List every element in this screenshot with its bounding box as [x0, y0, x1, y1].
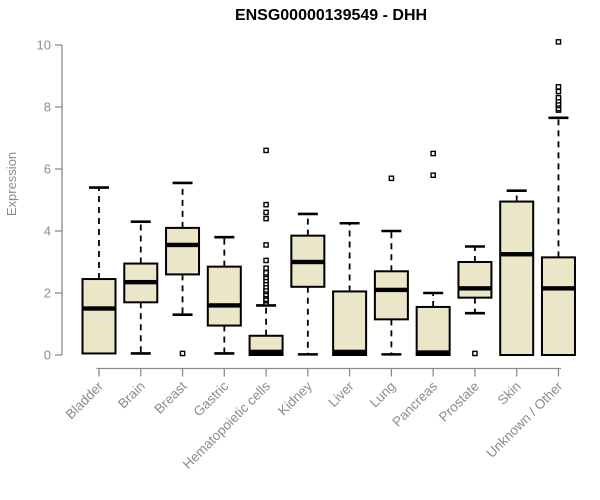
y-tick-label: 4 — [44, 224, 51, 239]
outlier-unknown-other — [555, 84, 562, 90]
box-lung — [373, 270, 409, 321]
chart-title: ENSG00000139549 - DHH — [234, 7, 428, 24]
x-tick-label-unknown-other: Unknown / Other — [483, 378, 566, 461]
median-hematopoietic-cells — [249, 349, 283, 355]
x-tick-label-prostate: Prostate — [436, 379, 482, 425]
box-gastric — [206, 265, 242, 327]
y-tick-label: 8 — [44, 100, 51, 115]
median-liver — [333, 349, 367, 355]
outlier-hematopoietic-cells — [263, 270, 269, 276]
median-gastric — [207, 303, 241, 308]
outlier-pancreas — [430, 150, 436, 157]
x-tick-label-pancreas: Pancreas — [389, 378, 440, 429]
median-bladder — [82, 306, 116, 311]
median-pancreas — [416, 350, 450, 355]
median-unknown-other — [541, 286, 575, 291]
box-prostate — [457, 261, 493, 299]
x-tick-label-bladder: Bladder — [63, 378, 107, 422]
y-tick-label: 2 — [44, 286, 51, 301]
x-tick-label-skin: Skin — [495, 379, 524, 408]
x-tick-label-breast: Breast — [151, 378, 189, 416]
box-breast — [165, 226, 201, 276]
outlier-breast — [179, 350, 186, 357]
median-breast — [166, 242, 200, 248]
median-brain — [124, 279, 158, 285]
box-bladder — [81, 278, 117, 355]
median-skin — [500, 252, 534, 257]
x-tick-label-gastric: Gastric — [191, 378, 232, 419]
outlier-unknown-other — [555, 39, 562, 45]
box-skin — [499, 200, 535, 356]
outlier-hematopoietic-cells — [263, 209, 269, 216]
outlier-hematopoietic-cells — [263, 265, 269, 272]
y-tick-label: 6 — [44, 162, 51, 177]
outlier-unknown-other — [555, 88, 562, 95]
outlier-lung — [388, 175, 395, 182]
box-unknown-other — [540, 256, 576, 357]
outlier-unknown-other — [555, 94, 562, 101]
median-kidney — [291, 259, 325, 265]
outlier-pancreas — [430, 172, 436, 179]
outlier-hematopoietic-cells — [263, 242, 269, 248]
median-lung — [374, 287, 408, 293]
median-prostate — [458, 286, 492, 291]
x-tick-label-kidney: Kidney — [275, 378, 315, 418]
outlier-hematopoietic-cells — [263, 201, 269, 208]
outlier-hematopoietic-cells — [263, 215, 269, 222]
x-tick-label-brain: Brain — [115, 379, 148, 412]
box-liver — [332, 290, 368, 357]
x-tick-label-liver: Liver — [325, 378, 357, 410]
box-pancreas — [415, 305, 451, 357]
y-axis-title: Expression — [4, 152, 19, 216]
y-tick-label: 10 — [37, 38, 51, 53]
y-tick-label: 0 — [44, 348, 51, 363]
outlier-hematopoietic-cells — [263, 147, 269, 154]
outlier-hematopoietic-cells — [263, 257, 269, 264]
x-tick-label-lung: Lung — [367, 379, 399, 411]
outlier-prostate — [472, 350, 478, 357]
